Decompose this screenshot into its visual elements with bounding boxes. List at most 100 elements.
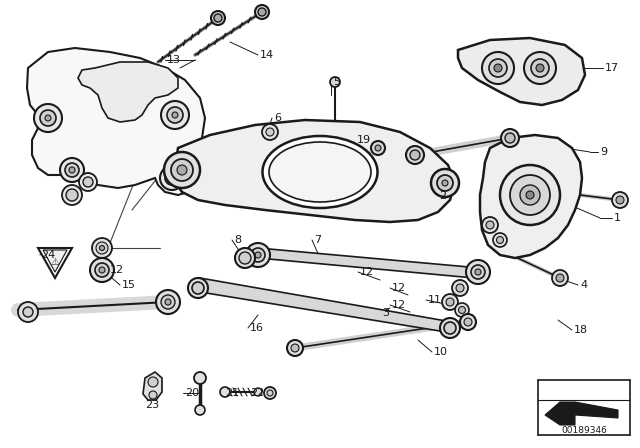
Text: 12: 12 xyxy=(110,265,124,275)
Circle shape xyxy=(239,252,251,264)
Circle shape xyxy=(442,180,448,186)
Circle shape xyxy=(160,166,184,190)
Circle shape xyxy=(255,5,269,19)
Circle shape xyxy=(194,372,206,384)
Circle shape xyxy=(214,14,222,22)
Circle shape xyxy=(486,221,494,229)
Circle shape xyxy=(258,8,266,16)
Circle shape xyxy=(616,196,624,204)
Circle shape xyxy=(446,298,454,306)
Text: ⚠: ⚠ xyxy=(51,257,60,267)
Circle shape xyxy=(192,282,204,294)
Circle shape xyxy=(99,246,104,250)
Text: 16: 16 xyxy=(250,323,264,333)
Polygon shape xyxy=(458,38,585,105)
Circle shape xyxy=(489,59,507,77)
Circle shape xyxy=(220,387,230,397)
Circle shape xyxy=(375,145,381,151)
Circle shape xyxy=(442,294,458,310)
Ellipse shape xyxy=(269,142,371,202)
Circle shape xyxy=(60,158,84,182)
Circle shape xyxy=(95,263,109,277)
Circle shape xyxy=(92,238,112,258)
Circle shape xyxy=(161,295,175,309)
Circle shape xyxy=(165,299,171,305)
Text: 2: 2 xyxy=(439,191,446,201)
Text: 20: 20 xyxy=(185,388,199,398)
Text: 21: 21 xyxy=(225,388,239,398)
Ellipse shape xyxy=(262,136,378,208)
Text: 24: 24 xyxy=(41,250,55,260)
Circle shape xyxy=(440,318,460,338)
Circle shape xyxy=(520,185,540,205)
Circle shape xyxy=(211,11,225,25)
Circle shape xyxy=(188,278,208,298)
Circle shape xyxy=(195,405,205,415)
Circle shape xyxy=(466,260,490,284)
Circle shape xyxy=(497,237,504,244)
Circle shape xyxy=(45,115,51,121)
Polygon shape xyxy=(480,135,582,258)
Circle shape xyxy=(536,64,544,72)
Text: 11: 11 xyxy=(428,295,442,305)
Circle shape xyxy=(456,284,464,292)
Text: 14: 14 xyxy=(260,50,274,60)
Circle shape xyxy=(510,175,550,215)
Polygon shape xyxy=(195,278,458,336)
Text: 6: 6 xyxy=(274,113,281,123)
Polygon shape xyxy=(78,62,178,122)
Circle shape xyxy=(264,387,276,399)
Circle shape xyxy=(169,175,175,181)
Circle shape xyxy=(69,167,75,173)
Circle shape xyxy=(458,306,465,314)
Circle shape xyxy=(66,189,78,201)
Circle shape xyxy=(23,307,33,317)
Circle shape xyxy=(177,165,187,175)
Circle shape xyxy=(287,340,303,356)
Circle shape xyxy=(254,388,262,396)
Circle shape xyxy=(330,77,340,87)
Circle shape xyxy=(406,146,424,164)
Circle shape xyxy=(172,112,178,118)
Text: 17: 17 xyxy=(605,63,619,73)
Circle shape xyxy=(164,152,200,188)
Circle shape xyxy=(79,173,97,191)
Text: 10: 10 xyxy=(434,347,448,357)
Circle shape xyxy=(500,165,560,225)
Text: 18: 18 xyxy=(574,325,588,335)
Circle shape xyxy=(531,59,549,77)
Circle shape xyxy=(246,243,270,267)
Text: 22: 22 xyxy=(250,388,264,398)
Circle shape xyxy=(167,107,183,123)
Circle shape xyxy=(371,141,385,155)
Circle shape xyxy=(156,290,180,314)
Text: 12: 12 xyxy=(360,267,374,277)
Circle shape xyxy=(410,150,420,160)
Circle shape xyxy=(556,274,564,282)
Circle shape xyxy=(266,128,274,136)
Circle shape xyxy=(464,318,472,326)
Circle shape xyxy=(255,252,261,258)
Circle shape xyxy=(148,377,158,387)
Circle shape xyxy=(444,322,456,334)
Circle shape xyxy=(524,52,556,84)
Circle shape xyxy=(552,270,568,286)
Polygon shape xyxy=(252,248,486,282)
Circle shape xyxy=(90,258,114,282)
Circle shape xyxy=(452,280,468,296)
Text: 8: 8 xyxy=(234,235,241,245)
Polygon shape xyxy=(38,248,72,278)
Text: 5: 5 xyxy=(333,77,340,87)
Circle shape xyxy=(460,314,476,330)
Polygon shape xyxy=(43,250,67,272)
Text: 15: 15 xyxy=(122,280,136,290)
Circle shape xyxy=(482,52,514,84)
Text: 19: 19 xyxy=(357,135,371,145)
Circle shape xyxy=(505,133,515,143)
Circle shape xyxy=(62,185,82,205)
Text: 13: 13 xyxy=(167,55,181,65)
Circle shape xyxy=(455,303,469,317)
Text: 4: 4 xyxy=(580,280,587,290)
Circle shape xyxy=(149,391,157,399)
Text: 3: 3 xyxy=(382,308,389,318)
